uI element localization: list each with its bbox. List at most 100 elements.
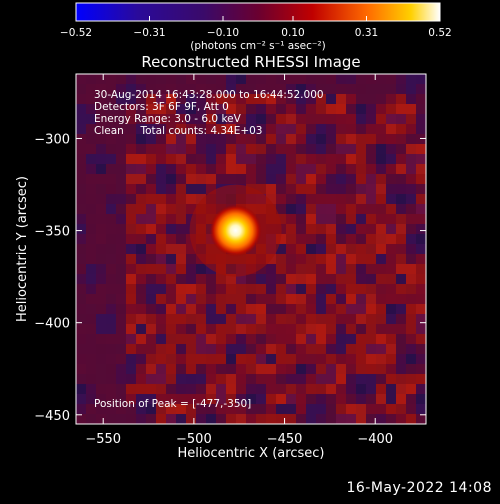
heatmap-cell	[256, 404, 266, 414]
heatmap-cell	[276, 404, 286, 414]
heatmap-cell	[186, 194, 196, 204]
heatmap-cell	[416, 224, 426, 234]
heatmap-cell	[236, 174, 246, 184]
heatmap-cell	[76, 314, 86, 324]
heatmap-cell	[276, 344, 286, 354]
heatmap-cell	[326, 104, 336, 114]
heatmap-cell	[306, 174, 316, 184]
heatmap-cell	[96, 254, 106, 264]
heatmap-cell	[226, 174, 236, 184]
heatmap-cell	[236, 104, 246, 114]
heatmap-cell	[286, 164, 296, 174]
heatmap-cell	[186, 314, 196, 324]
heatmap-cell	[286, 74, 296, 84]
heatmap-cell	[356, 74, 366, 84]
heatmap-cell	[306, 394, 316, 404]
heatmap-cell	[296, 294, 306, 304]
heatmap-cell	[396, 74, 406, 84]
heatmap-cell	[356, 324, 366, 334]
heatmap-cell	[226, 74, 236, 84]
heatmap-cell	[306, 74, 316, 84]
annotation-detectors: Detectors: 3F 6F 9F, Att 0	[94, 101, 229, 113]
heatmap-cell	[316, 264, 326, 274]
heatmap-cell	[96, 194, 106, 204]
heatmap-cell	[226, 394, 236, 404]
heatmap-cell	[336, 334, 346, 344]
heatmap-cell	[296, 134, 306, 144]
heatmap-cell	[306, 234, 316, 244]
heatmap-cell	[216, 394, 226, 404]
heatmap-cell	[246, 294, 256, 304]
heatmap-cell	[86, 104, 96, 114]
heatmap-cell	[126, 374, 136, 384]
heatmap-cell	[276, 354, 286, 364]
heatmap-cell	[216, 114, 226, 124]
heatmap-cell	[96, 414, 106, 424]
heatmap-cell	[96, 274, 106, 284]
heatmap-cell	[186, 94, 196, 104]
heatmap-cell	[286, 244, 296, 254]
heatmap-cell	[136, 224, 146, 234]
heatmap-cell	[416, 184, 426, 194]
heatmap-cell	[296, 234, 306, 244]
heatmap-cell	[116, 164, 126, 174]
heatmap-cell	[126, 414, 136, 424]
heatmap-cell	[166, 124, 176, 134]
heatmap-cell	[386, 404, 396, 414]
heatmap-cell	[406, 394, 416, 404]
heatmap-cell	[106, 224, 116, 234]
heatmap-cell	[156, 354, 166, 364]
heatmap-cell	[156, 284, 166, 294]
heatmap-cell	[406, 264, 416, 274]
heatmap-cell	[346, 244, 356, 254]
heatmap-cell	[276, 214, 286, 224]
heatmap-cell	[316, 284, 326, 294]
heatmap-cell	[356, 254, 366, 264]
heatmap-cell	[306, 344, 316, 354]
heatmap-cell	[136, 314, 146, 324]
heatmap-cell	[336, 124, 346, 134]
heatmap-cell	[306, 244, 316, 254]
heatmap-cell	[376, 104, 386, 114]
heatmap-cell	[106, 184, 116, 194]
heatmap-cell	[116, 254, 126, 264]
heatmap-cell	[166, 114, 176, 124]
heatmap-cell	[366, 404, 376, 414]
heatmap-cell	[276, 164, 286, 174]
heatmap-cell	[126, 94, 136, 104]
heatmap-cell	[106, 294, 116, 304]
heatmap-cell	[406, 74, 416, 84]
heatmap-cell	[136, 264, 146, 274]
heatmap-cell	[276, 284, 286, 294]
heatmap-cell	[256, 324, 266, 334]
heatmap-cell	[166, 354, 176, 364]
heatmap-cell	[406, 314, 416, 324]
heatmap-cell	[376, 74, 386, 84]
heatmap-cell	[416, 244, 426, 254]
heatmap-cell	[196, 94, 206, 104]
heatmap-cell	[176, 204, 186, 214]
heatmap-cell	[206, 284, 216, 294]
heatmap-cell	[346, 344, 356, 354]
heatmap-cell	[256, 144, 266, 154]
heatmap-cell	[386, 84, 396, 94]
heatmap-cell	[396, 204, 406, 214]
heatmap-cell	[196, 184, 206, 194]
heatmap-cell	[276, 84, 286, 94]
heatmap-cell	[296, 124, 306, 134]
heatmap-cell	[286, 204, 296, 214]
heatmap-cell	[326, 74, 336, 84]
heatmap-cell	[166, 234, 176, 244]
heatmap-cell	[396, 214, 406, 224]
heatmap-cell	[206, 74, 216, 84]
heatmap-cell	[246, 284, 256, 294]
heatmap-cell	[396, 224, 406, 234]
heatmap-cell	[86, 374, 96, 384]
heatmap-cell	[396, 334, 406, 344]
heatmap-cell	[216, 294, 226, 304]
heatmap-cell	[396, 324, 406, 334]
heatmap-cell	[406, 154, 416, 164]
heatmap-cell	[146, 194, 156, 204]
heatmap-cell	[406, 184, 416, 194]
heatmap-cell	[366, 104, 376, 114]
